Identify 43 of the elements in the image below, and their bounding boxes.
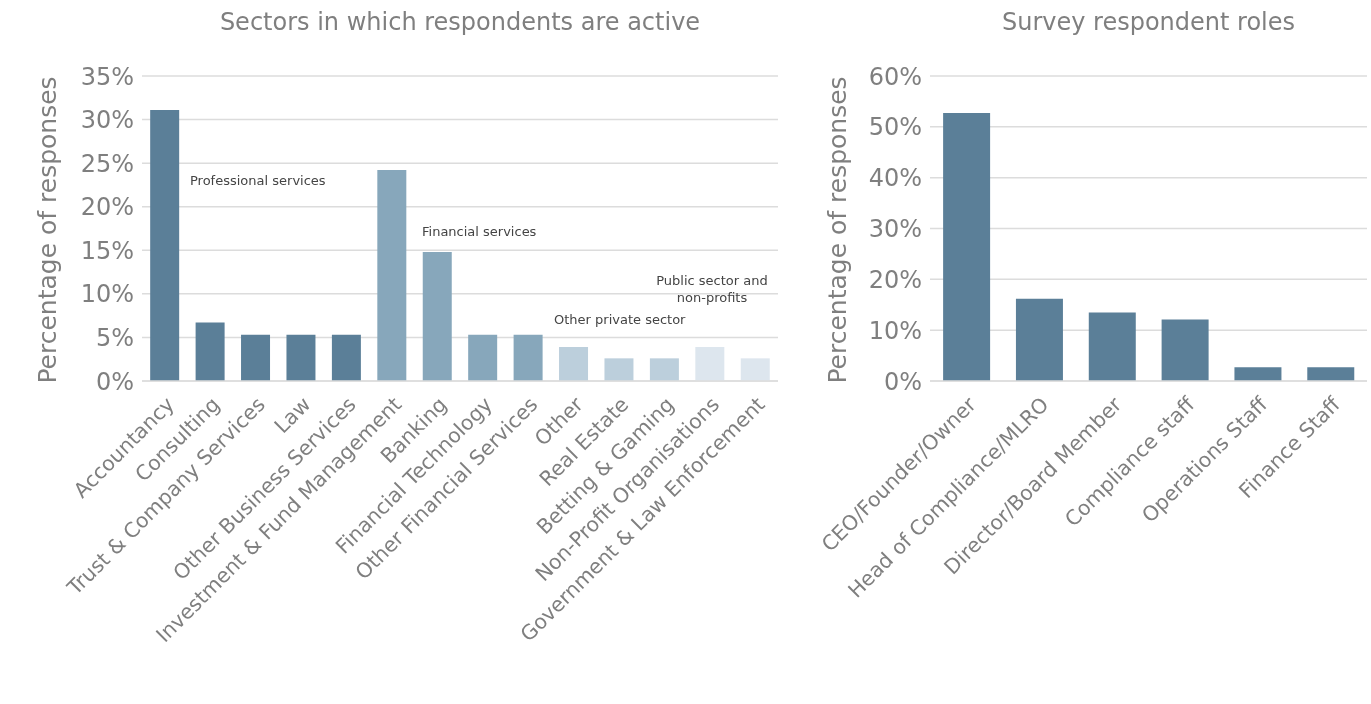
bar xyxy=(1307,367,1355,381)
y-tick-label: 15% xyxy=(80,236,134,265)
annotation: Financial services xyxy=(422,223,538,240)
y-tick-label: 35% xyxy=(80,62,134,91)
bar xyxy=(150,109,180,381)
bar xyxy=(377,170,407,381)
y-axis-title: Percentage of responses xyxy=(32,75,63,386)
annotation: Public sector and non-profits xyxy=(655,272,769,306)
chart-title: Sectors in which respondents are active xyxy=(218,8,702,36)
bar xyxy=(695,347,725,381)
bar xyxy=(241,334,271,381)
bar xyxy=(649,358,679,381)
annotation: Professional services xyxy=(190,172,327,189)
bar xyxy=(331,334,361,381)
y-tick-label: 20% xyxy=(80,193,134,222)
y-tick-label: 30% xyxy=(868,215,922,244)
bar xyxy=(422,252,452,381)
bar xyxy=(559,347,589,381)
y-tick-label: 5% xyxy=(95,323,134,352)
bar xyxy=(1015,298,1063,381)
bar xyxy=(1161,319,1209,381)
y-tick-label: 60% xyxy=(868,62,922,91)
y-axis-title: Percentage of responses xyxy=(822,75,853,386)
y-tick-label: 30% xyxy=(80,106,134,135)
bar xyxy=(604,358,634,381)
y-tick-label: 10% xyxy=(80,280,134,309)
y-tick-label: 40% xyxy=(868,164,922,193)
y-tick-label: 50% xyxy=(868,113,922,142)
bar xyxy=(513,334,543,381)
bar xyxy=(468,334,498,381)
y-tick-label: 0% xyxy=(95,367,134,396)
bar xyxy=(195,322,225,381)
y-tick-label: 0% xyxy=(883,367,922,396)
bar xyxy=(943,113,991,381)
y-tick-label: 25% xyxy=(80,149,134,178)
y-tick-label: 10% xyxy=(868,316,922,345)
chart-title: Survey respondent roles xyxy=(1000,8,1297,36)
annotation: Other private sector xyxy=(554,311,687,328)
bar xyxy=(1234,367,1282,381)
y-tick-label: 20% xyxy=(868,265,922,294)
bar xyxy=(740,358,770,381)
bar xyxy=(286,334,316,381)
bar xyxy=(1088,312,1136,381)
